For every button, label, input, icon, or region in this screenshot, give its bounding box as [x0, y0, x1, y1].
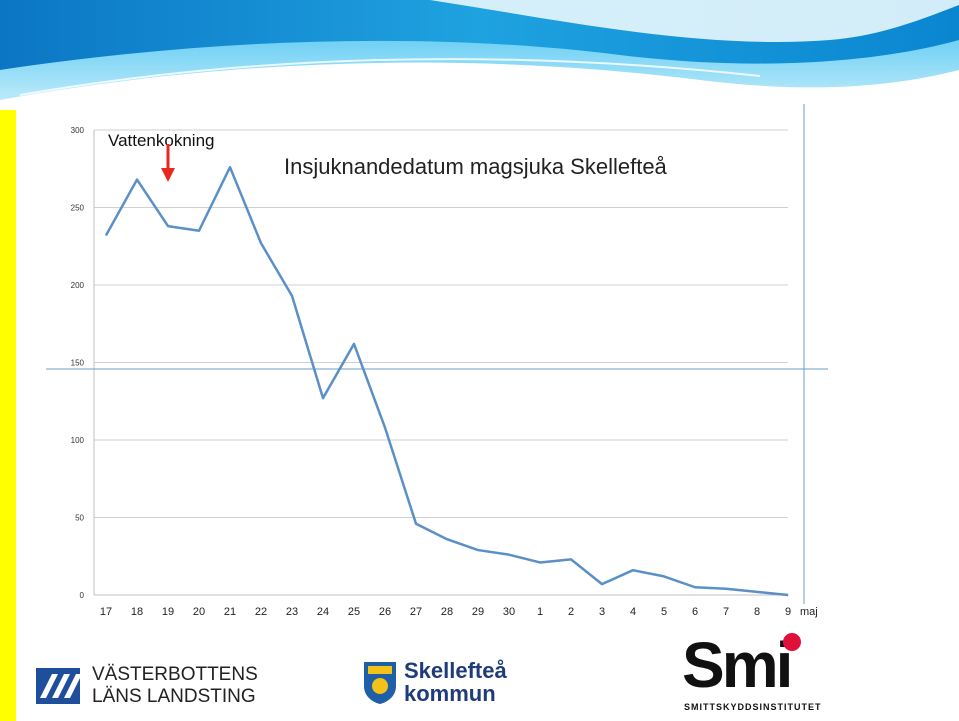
data-point: [291, 295, 293, 297]
y-tick-label: 300: [71, 126, 85, 135]
x-tick-label: 25: [348, 606, 360, 618]
x-tick-label: 20: [193, 606, 205, 618]
x-tick-label: 17: [100, 606, 112, 618]
data-point: [136, 179, 138, 181]
x-tick-label: 7: [723, 606, 729, 618]
y-tick-label: 250: [71, 204, 85, 213]
series-line: [104, 165, 789, 597]
y-tick-label: 150: [71, 359, 85, 368]
x-tick-label: 1: [537, 606, 543, 618]
x-tick-label: 27: [410, 606, 422, 618]
x-tick-labels: 17 18 19 20 21 22 23 24 25 26 27 28 29 30 1 2 3 4 5 6 7 8 9 maj: [100, 606, 818, 618]
x-tick-label: 3: [599, 606, 605, 618]
x-tick-label: 4: [630, 606, 636, 618]
series-layer: [104, 165, 789, 597]
x-tick-label: 6: [692, 606, 698, 618]
data-point: [663, 575, 665, 577]
y-tick-labels: 0 50 100 150 200 250 300: [71, 126, 85, 600]
data-point: [632, 569, 634, 571]
data-point: [105, 234, 107, 236]
y-tick-label: 50: [75, 514, 84, 523]
x-tick-label: 9: [785, 606, 791, 618]
data-point: [508, 554, 510, 556]
x-tick-label: 19: [162, 606, 174, 618]
data-point: [756, 591, 758, 593]
data-point: [198, 230, 200, 232]
x-tick-label: 24: [317, 606, 329, 618]
data-point: [384, 427, 386, 429]
data-point: [446, 538, 448, 540]
data-point: [694, 586, 696, 588]
chart-title: Insjuknandedatum magsjuka Skellefteå: [284, 154, 668, 179]
landsting-emblem-icon: [36, 668, 80, 704]
data-point: [477, 549, 479, 551]
annotation-arrow: [161, 144, 175, 182]
data-point: [167, 225, 169, 227]
header-wave-banner: [0, 0, 959, 110]
smi-wordmark: Smi: [682, 629, 793, 701]
data-point: [601, 583, 603, 585]
kommun-line2: kommun: [404, 681, 496, 706]
kommun-shield-icon: [364, 662, 396, 704]
data-point: [539, 561, 541, 563]
chart-panel: 0 50 100 150 200 250 300 17 18 19 20 21 22 23 24 25 26 2…: [46, 104, 828, 622]
data-point: [353, 343, 355, 345]
x-tick-label: 29: [472, 606, 484, 618]
landsting-logo: VÄSTERBOTTENS LÄNS LANDSTING: [36, 664, 266, 710]
data-point: [570, 558, 572, 560]
x-axis-unit-label: maj: [800, 606, 818, 618]
x-tick-label: 30: [503, 606, 515, 618]
x-tick-label: 18: [131, 606, 143, 618]
data-point: [725, 588, 727, 590]
x-tick-label: 22: [255, 606, 267, 618]
data-point: [415, 523, 417, 525]
x-tick-label: 2: [568, 606, 574, 618]
yellow-side-bar: [0, 0, 16, 721]
landsting-line2: LÄNS LANDSTING: [92, 686, 256, 707]
y-tick-label: 0: [80, 591, 85, 600]
data-point: [260, 242, 262, 244]
smi-subtitle: SMITTSKYDDSINSTITUTET: [684, 702, 822, 712]
y-tick-label: 200: [71, 281, 85, 290]
data-point: [787, 594, 789, 596]
x-tick-label: 28: [441, 606, 453, 618]
kommun-logo: Skellefteå kommun: [362, 658, 522, 710]
x-tick-label: 5: [661, 606, 667, 618]
footer-logos: VÄSTERBOTTENS LÄNS LANDSTING Skellefteå …: [16, 630, 959, 721]
kommun-line1: Skellefteå: [404, 658, 507, 683]
data-point: [229, 166, 231, 168]
annotation-label: Vattenkokning: [108, 131, 214, 150]
data-point: [322, 397, 324, 399]
y-tick-label: 100: [71, 436, 85, 445]
smi-logo: Smi SMITTSKYDDSINSTITUTET: [682, 630, 832, 718]
x-tick-label: 26: [379, 606, 391, 618]
x-tick-label: 23: [286, 606, 298, 618]
grid-lines: [93, 129, 788, 596]
x-tick-label: 8: [754, 606, 760, 618]
landsting-line1: VÄSTERBOTTENS: [92, 664, 258, 685]
x-tick-label: 21: [224, 606, 236, 618]
smi-red-dot-icon: [783, 633, 801, 651]
